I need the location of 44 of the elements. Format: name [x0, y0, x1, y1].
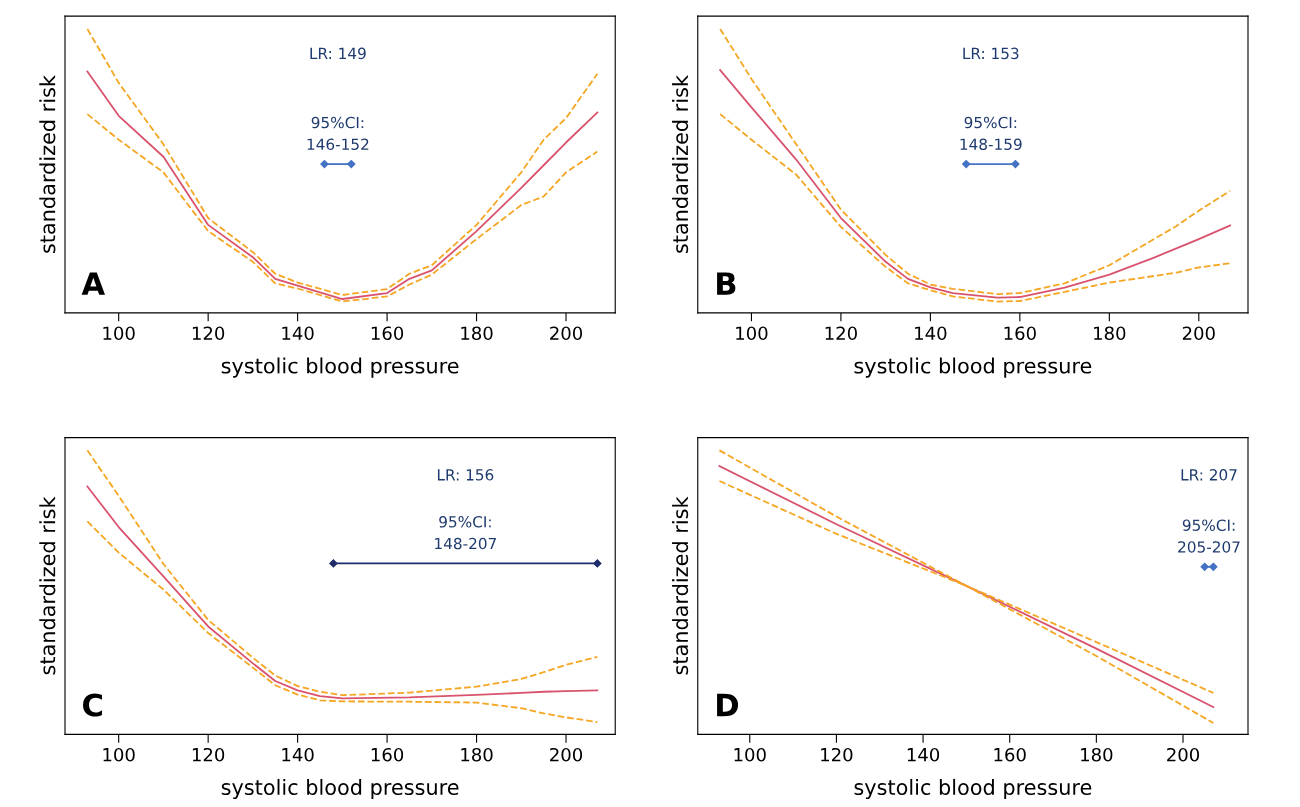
x-tick-label: 160: [371, 326, 404, 341]
x-tick-label: 120: [825, 326, 857, 341]
x-tick-label: 200: [550, 326, 583, 341]
x-tick-label: 100: [103, 747, 135, 762]
annotation: 95%CI: 146-152: [307, 116, 369, 151]
annotation: 95%CI: 148-159: [960, 116, 1022, 151]
x-tick-label: 120: [192, 747, 225, 762]
x-tick-label: 140: [282, 747, 314, 762]
x-tick-label: 140: [907, 747, 940, 762]
annotation: 95%CI: 205-207: [1178, 519, 1240, 553]
annotation: C: [83, 693, 102, 717]
x-tick-label: 180: [461, 326, 493, 341]
annotation: LR: 153: [963, 47, 1019, 60]
y-axis-title: standardized risk: [39, 496, 56, 675]
annotation: A: [81, 272, 106, 295]
x-tick-label: 160: [371, 747, 404, 762]
x-tick-label: 140: [915, 326, 947, 341]
annotation: D: [717, 693, 739, 717]
annotation: LR: 207: [1181, 469, 1237, 481]
x-tick-label: 100: [103, 326, 135, 341]
y-axis-title: standardized risk: [672, 496, 689, 675]
x-tick-label: 100: [734, 747, 766, 762]
y-axis-title: standardized risk: [39, 75, 56, 253]
x-axis-title: systolic blood pressure: [854, 778, 1092, 800]
x-axis-title: systolic blood pressure: [854, 357, 1092, 378]
x-tick-label: 200: [1182, 326, 1215, 341]
annotation: LR: 149: [310, 47, 366, 60]
x-tick-label: 120: [192, 326, 225, 341]
x-tick-label: 180: [461, 747, 493, 762]
annotation: LR: 156: [437, 469, 494, 481]
x-tick-label: 200: [1167, 747, 1200, 762]
x-axis-title: systolic blood pressure: [221, 778, 459, 800]
x-tick-label: 160: [1004, 326, 1036, 341]
x-axis-title: systolic blood pressure: [221, 357, 459, 378]
x-tick-label: 180: [1081, 747, 1113, 762]
x-tick-label: 120: [821, 747, 853, 762]
annotation: B: [717, 272, 736, 295]
x-tick-label: 100: [736, 326, 768, 341]
y-axis-title: standardized risk: [672, 75, 689, 253]
x-tick-label: 140: [282, 326, 314, 341]
x-tick-label: 200: [550, 747, 583, 762]
x-tick-label: 180: [1094, 326, 1126, 341]
annotation: 95%CI: 148-207: [435, 516, 496, 550]
x-tick-label: 160: [994, 747, 1026, 762]
